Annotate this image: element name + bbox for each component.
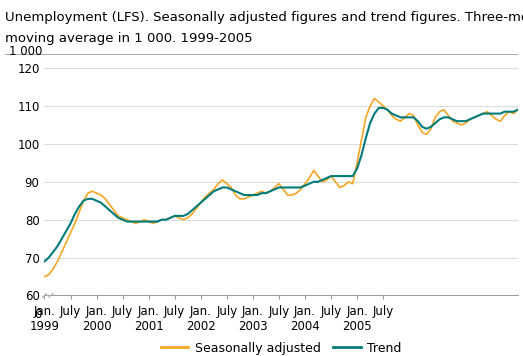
Trend: [515, 108, 521, 112]
Legend: Seasonally adjusted, Trend: Seasonally adjusted, Trend: [156, 337, 406, 356]
Trend: [41, 259, 48, 263]
Seasonally adjusted: [180, 218, 187, 222]
Trend: [271, 187, 278, 192]
Text: moving average in 1 000. 1999-2005: moving average in 1 000. 1999-2005: [5, 32, 253, 45]
Trend: [180, 214, 187, 218]
Trend: [376, 106, 382, 110]
Seasonally adjusted: [271, 185, 278, 190]
Seasonally adjusted: [515, 108, 521, 112]
Trend: [380, 106, 386, 110]
Line: Trend: Trend: [44, 108, 518, 261]
Seasonally adjusted: [41, 274, 48, 279]
Trend: [258, 191, 265, 195]
Seasonally adjusted: [371, 96, 378, 100]
Seasonally adjusted: [258, 189, 265, 193]
Line: Seasonally adjusted: Seasonally adjusted: [44, 98, 518, 277]
Trend: [488, 111, 495, 116]
Seasonally adjusted: [380, 104, 386, 108]
Trend: [506, 110, 512, 114]
Seasonally adjusted: [506, 110, 512, 114]
Text: 1 000: 1 000: [9, 45, 42, 58]
Text: 0: 0: [35, 308, 42, 321]
Text: Unemployment (LFS). Seasonally adjusted figures and trend figures. Three-month: Unemployment (LFS). Seasonally adjusted …: [5, 11, 523, 24]
Seasonally adjusted: [488, 113, 495, 117]
